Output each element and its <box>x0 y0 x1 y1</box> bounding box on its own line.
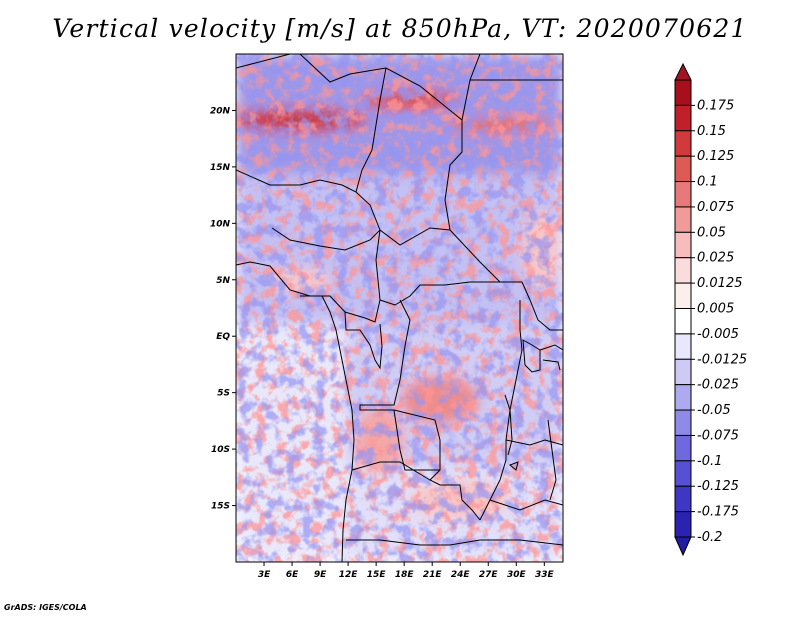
colorbar-label: 0.175 <box>697 98 734 113</box>
colorbar-swatch <box>674 104 692 132</box>
lat-tick-label: EQ <box>216 332 230 342</box>
colorbar-swatch <box>674 206 692 233</box>
colorbar-swatch <box>674 358 692 386</box>
lat-tick-label: 15S <box>211 502 230 512</box>
map-frame <box>235 53 564 563</box>
country-borders <box>236 54 563 562</box>
colorbar-swatch <box>674 308 692 335</box>
lat-tick-label: 5S <box>217 389 230 399</box>
colorbar-label: 0.075 <box>697 200 734 215</box>
colorbar-label: -0.0125 <box>697 352 747 367</box>
map-panel <box>236 54 563 562</box>
lat-tick-label: 10N <box>210 219 231 229</box>
colorbar-label: -0.075 <box>697 428 739 443</box>
lon-tick-label: 18E <box>395 570 415 580</box>
lon-tick-label: 27E <box>479 570 499 580</box>
lat-tick-label: 20N <box>210 106 231 116</box>
colorbar-label: 0.005 <box>697 302 734 317</box>
colorbar-bottom-arrow <box>674 536 692 557</box>
colorbar-label: -0.005 <box>697 327 739 342</box>
colorbar-label: 0.0125 <box>697 276 743 291</box>
lon-tick-label: 12E <box>339 570 359 580</box>
lon-axis: 3E 6E 9E 12E 15E 18E 21E 24E 27E 30E 33E <box>258 562 555 580</box>
lat-tick-label: 5N <box>216 276 230 286</box>
lon-tick-label: 15E <box>367 570 387 580</box>
colorbar-swatch <box>674 333 692 360</box>
colorbar-label: 0.025 <box>697 251 734 266</box>
colorbar-label: -0.025 <box>697 378 739 393</box>
colorbar-swatch <box>674 409 692 436</box>
colorbar-swatch <box>674 231 692 259</box>
colorbar-label: 0.15 <box>697 124 726 139</box>
lon-tick-label: 3E <box>258 570 271 580</box>
chart-title: Vertical velocity [m/s] at 850hPa, VT: 2… <box>52 14 748 43</box>
colorbar-label: 0.05 <box>697 225 726 240</box>
colorbar-label: -0.05 <box>697 403 731 418</box>
colorbar-label: -0.125 <box>697 479 739 494</box>
colorbar: 0.175 0.15 0.125 0.1 0.075 0.05 0.025 0.0125 0.0… <box>674 62 747 557</box>
colorbar-swatch <box>674 155 692 183</box>
colorbar-top-arrow <box>674 62 692 81</box>
lon-tick-label: 30E <box>507 570 527 580</box>
colorbar-swatch <box>674 460 692 487</box>
colorbar-label: -0.1 <box>697 454 722 469</box>
colorbar-label: -0.2 <box>697 530 722 545</box>
colorbar-label: 0.125 <box>697 149 734 164</box>
colorbar-swatch <box>674 511 692 538</box>
lat-tick-label: 10S <box>211 445 230 455</box>
lat-axis: 20N 15N 10N 5N EQ 5S 10S 15S <box>210 106 236 512</box>
colorbar-swatch <box>674 79 692 106</box>
lon-tick-label: 9E <box>314 570 327 580</box>
lon-tick-label: 21E <box>423 570 443 580</box>
colorbar-label: -0.175 <box>697 505 739 520</box>
colorbar-swatch <box>674 384 692 411</box>
colorbar-swatch <box>674 257 692 284</box>
lon-tick-label: 6E <box>286 570 299 580</box>
colorbar-swatch <box>674 130 692 157</box>
lon-tick-label: 33E <box>535 570 555 580</box>
credit-text: GrADS: IGES/COLA <box>4 603 87 612</box>
colorbar-swatch <box>674 485 692 513</box>
colorbar-label: 0.1 <box>697 175 718 190</box>
colorbar-swatch <box>674 282 692 310</box>
lon-tick-label: 24E <box>451 570 471 580</box>
colorbar-swatch <box>674 181 692 208</box>
colorbar-swatch <box>674 434 692 462</box>
lat-tick-label: 15N <box>210 163 231 173</box>
